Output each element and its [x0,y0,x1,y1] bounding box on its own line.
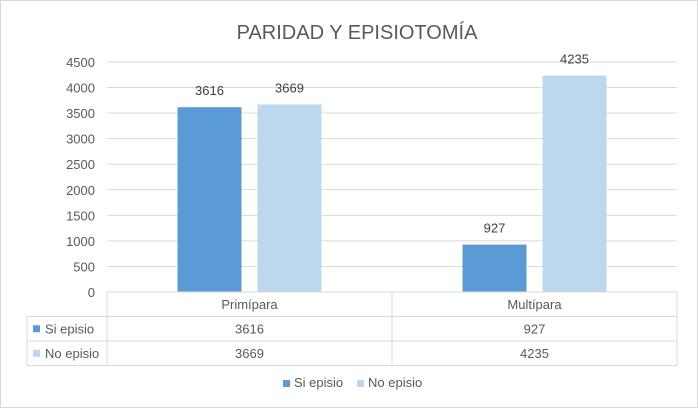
bar-si-episio-0 [177,107,242,292]
table-legend-key [33,349,40,357]
data-label: 3616 [195,83,224,98]
legend-entry: No episio [368,375,422,390]
y-tick-label: 3000 [66,132,95,147]
data-table: Primípara Multípara Si episio 3616 927 No epi… [26,291,678,366]
bars [177,75,607,293]
chart-title: PARIDAD Y EPISIOTOMÍA [237,21,478,44]
bar-si-episio-1 [462,244,527,292]
bar-no-episio-0 [257,104,322,293]
table-cell: 927 [524,322,546,337]
legend: Si episio No episio [283,375,422,390]
y-tick-label: 1000 [66,234,95,249]
category-label: Primípara [221,297,278,312]
y-tick-label: 2500 [66,157,95,172]
data-labels: 3616 3669 927 4235 [195,52,589,236]
y-tick-label: 4000 [66,81,95,96]
y-tick-label: 4500 [66,55,95,70]
bar-no-episio-1 [542,75,607,293]
y-tick-label: 0 [88,285,95,300]
table-series-name: Si episio [45,322,94,337]
category-label: Multípara [507,297,562,312]
y-tick-label: 1500 [66,208,95,223]
table-cell: 3616 [235,322,264,337]
legend-swatch [283,380,290,387]
y-axis: 0 500 1000 1500 2000 2500 3000 3500 4000 4500 [66,55,95,300]
data-label: 3669 [275,80,304,95]
legend-swatch [357,380,364,387]
table-cell: 3669 [235,346,264,361]
legend-entry: Si episio [294,375,343,390]
data-label: 927 [484,221,506,236]
y-tick-label: 2000 [66,183,95,198]
data-label: 4235 [560,52,589,67]
y-tick-label: 3500 [66,106,95,121]
y-tick-label: 500 [73,259,95,274]
table-series-name: No episio [45,346,99,361]
table-legend-key [33,325,40,333]
table-cell: 4235 [520,346,549,361]
